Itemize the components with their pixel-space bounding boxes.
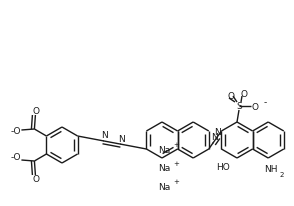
Text: HO: HO bbox=[216, 164, 230, 172]
Text: Na: Na bbox=[158, 146, 171, 155]
Text: +: + bbox=[174, 142, 180, 148]
Text: +: + bbox=[174, 179, 180, 185]
Text: 2: 2 bbox=[280, 172, 284, 178]
Text: -: - bbox=[263, 98, 267, 108]
Text: O: O bbox=[33, 174, 40, 184]
Text: -O: -O bbox=[10, 128, 21, 137]
Text: N: N bbox=[215, 128, 221, 137]
Text: N: N bbox=[211, 133, 218, 142]
Text: O: O bbox=[228, 91, 235, 101]
Text: NH: NH bbox=[264, 165, 278, 174]
Text: S: S bbox=[236, 102, 242, 110]
Text: O: O bbox=[251, 103, 258, 111]
Text: -O: -O bbox=[10, 153, 21, 163]
Text: O: O bbox=[240, 89, 248, 98]
Text: Na: Na bbox=[158, 164, 171, 173]
Text: Na: Na bbox=[158, 183, 171, 192]
Text: N: N bbox=[101, 131, 108, 140]
Text: O: O bbox=[33, 107, 40, 116]
Text: N: N bbox=[118, 135, 125, 144]
Text: +: + bbox=[174, 161, 180, 167]
